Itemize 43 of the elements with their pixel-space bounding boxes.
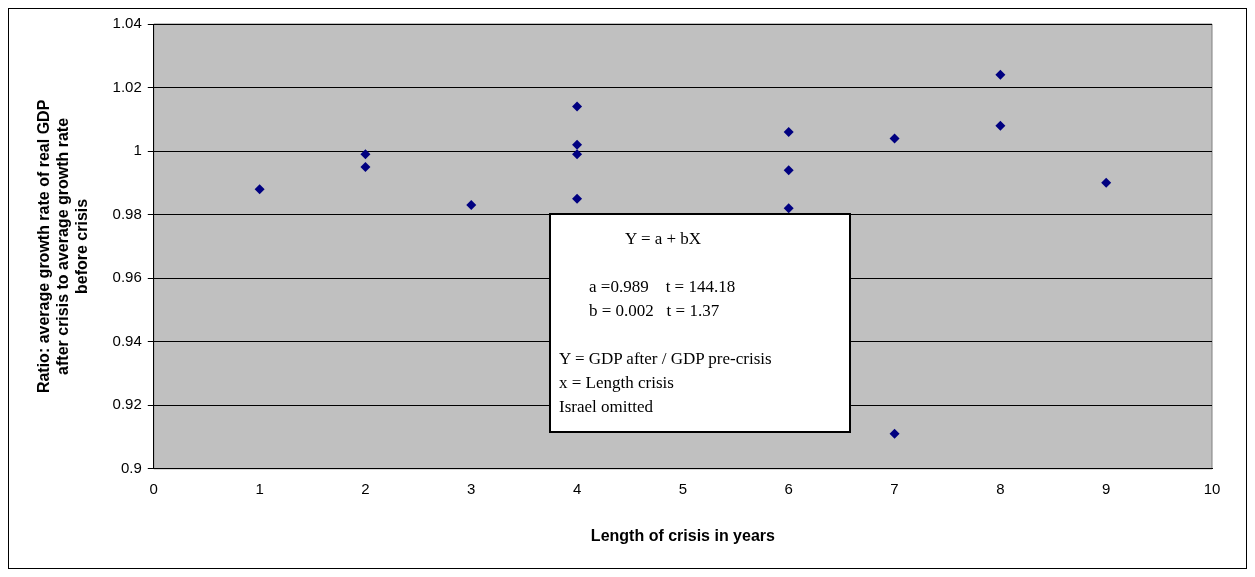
y-tick-label: 0.96 <box>112 268 142 286</box>
x-tick-label: 5 <box>678 479 688 497</box>
x-tick-label: 7 <box>890 479 899 497</box>
point <box>572 149 583 160</box>
x-axis-title: Length of crisis in years <box>590 526 776 544</box>
point <box>995 120 1006 131</box>
x-tick-label: 8 <box>996 479 1005 497</box>
x-tick-label: 9 <box>1102 479 1111 497</box>
point <box>783 165 794 176</box>
x-tick-label: 2 <box>361 479 370 497</box>
y-tick-label: 1.02 <box>112 77 142 95</box>
point <box>360 149 371 160</box>
y-tick-label: 0.92 <box>112 395 142 413</box>
point <box>572 101 583 112</box>
x-tick-label: 1 <box>255 479 264 497</box>
point <box>254 184 265 195</box>
annotation: b = 0.002 t = 1.37 <box>588 300 721 322</box>
x-tick-label: 0 <box>149 479 158 497</box>
point <box>572 139 583 150</box>
point <box>889 428 900 439</box>
point <box>572 193 583 204</box>
x-tick-label: 4 <box>572 479 582 497</box>
annotation: Y = a + bX <box>624 228 703 250</box>
annotation: Y = GDP after / GDP pre-crisis <box>559 348 773 370</box>
y-tick-label: 0.94 <box>112 331 142 349</box>
annotation: Israel omitted <box>559 396 654 418</box>
point <box>360 161 371 172</box>
annotation: a =0.989 t = 144.18 <box>588 276 737 298</box>
y-tick-label: 1 <box>133 141 142 159</box>
x-tick-label: 10 <box>1203 479 1221 497</box>
x-tick-label: 3 <box>467 479 476 497</box>
annotation: x = Length crisis <box>559 372 675 394</box>
point <box>783 127 794 138</box>
point <box>466 200 477 211</box>
point <box>995 69 1006 80</box>
y-tick-label: 1.04 <box>112 14 142 32</box>
y-tick-label: 0.98 <box>112 204 142 222</box>
point <box>889 133 900 144</box>
point <box>783 203 794 214</box>
y-tick-label: 0.9 <box>120 458 142 476</box>
y-axis-title: Ratio: average growth rate of real GDP after crisis to average growth rate before crisis <box>35 99 91 394</box>
x-tick-label: 6 <box>784 479 793 497</box>
point <box>1101 177 1112 188</box>
